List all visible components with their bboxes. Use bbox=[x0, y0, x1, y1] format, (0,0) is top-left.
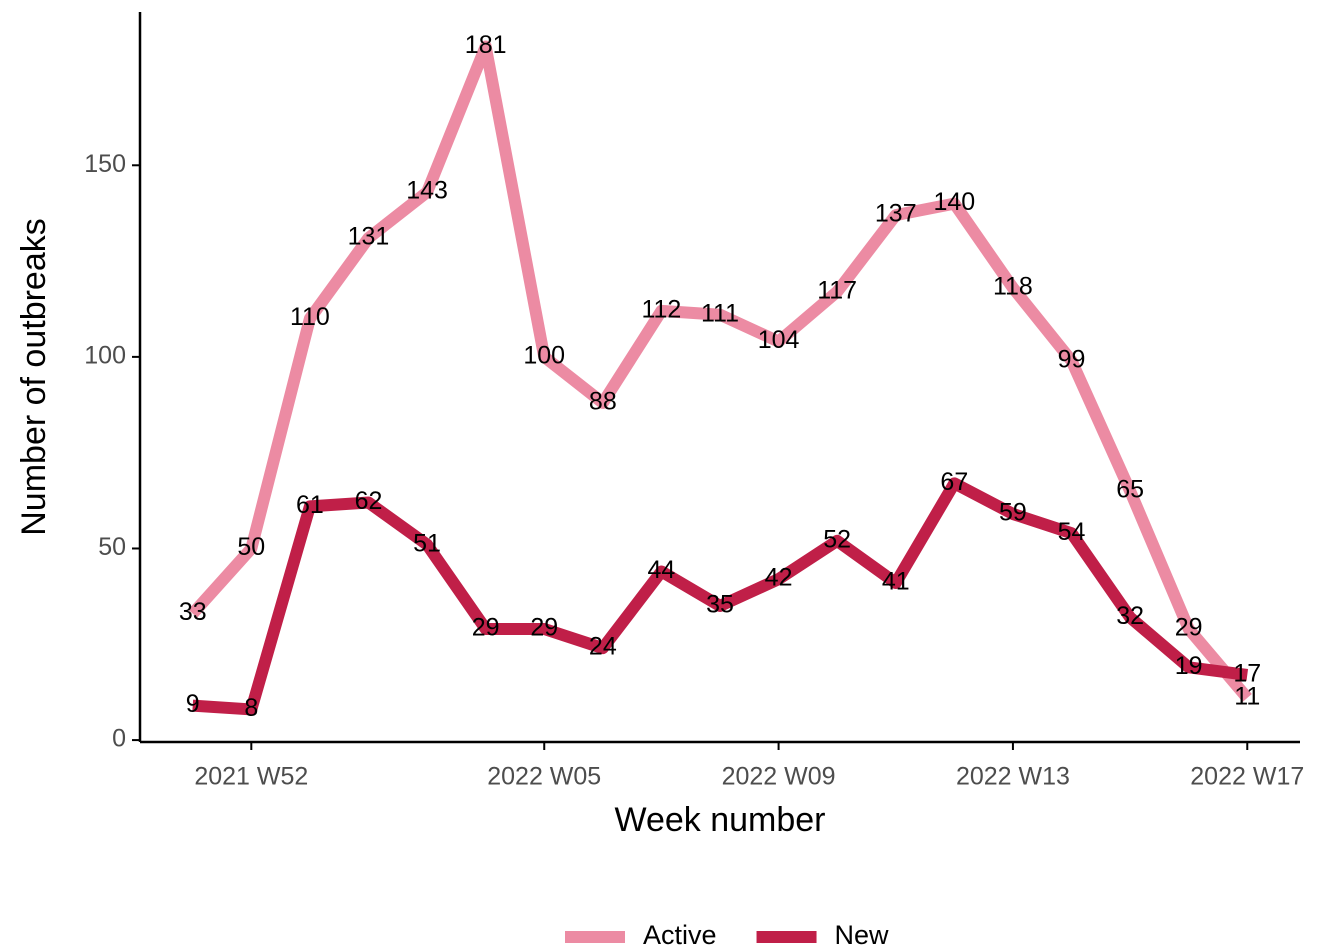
data-label: 110 bbox=[290, 303, 330, 331]
series-line bbox=[188, 40, 1252, 702]
y-tick-label: 50 bbox=[98, 533, 126, 561]
data-label: 131 bbox=[348, 223, 390, 251]
data-label: 99 bbox=[1058, 345, 1086, 373]
data-label: 33 bbox=[179, 598, 207, 626]
data-label: 54 bbox=[1058, 518, 1086, 546]
data-label: 42 bbox=[765, 564, 793, 592]
x-tick-label: 2022 W13 bbox=[956, 763, 1070, 791]
legend-label: New bbox=[835, 920, 890, 950]
x-axis-title: Week number bbox=[614, 801, 825, 839]
legend-label: Active bbox=[643, 920, 717, 950]
data-label: 32 bbox=[1116, 602, 1144, 630]
data-label: 65 bbox=[1116, 476, 1144, 504]
data-label: 44 bbox=[648, 556, 676, 584]
data-label: 17 bbox=[1233, 660, 1261, 688]
data-label: 117 bbox=[817, 276, 857, 304]
y-tick-label: 150 bbox=[84, 150, 126, 178]
data-label: 137 bbox=[875, 200, 917, 228]
x-tick-label: 2022 W09 bbox=[722, 763, 836, 791]
data-label: 61 bbox=[296, 491, 324, 519]
x-tick-label: 2021 W52 bbox=[194, 763, 308, 791]
legend-key bbox=[565, 931, 625, 943]
data-label: 19 bbox=[1175, 652, 1203, 680]
data-label: 67 bbox=[940, 468, 968, 496]
data-label: 11 bbox=[1234, 683, 1260, 711]
data-label: 29 bbox=[472, 614, 500, 642]
data-label: 140 bbox=[933, 188, 975, 216]
y-tick-label: 0 bbox=[112, 725, 126, 753]
data-label: 88 bbox=[589, 387, 617, 415]
x-tick-label: 2022 W17 bbox=[1190, 763, 1304, 791]
data-label: 59 bbox=[999, 499, 1027, 527]
data-label: 62 bbox=[355, 487, 383, 515]
series-line bbox=[192, 477, 1249, 716]
data-label: 118 bbox=[993, 273, 1033, 301]
data-label: 9 bbox=[186, 690, 200, 718]
data-label: 143 bbox=[406, 177, 448, 205]
y-tick-label: 100 bbox=[84, 341, 126, 369]
data-label: 181 bbox=[465, 31, 507, 59]
x-tick-label: 2022 W05 bbox=[487, 763, 601, 791]
data-label: 100 bbox=[523, 341, 565, 369]
data-label: 35 bbox=[706, 591, 734, 619]
data-label: 50 bbox=[237, 533, 265, 561]
data-label: 24 bbox=[589, 633, 617, 661]
data-label: 111 bbox=[701, 299, 739, 327]
data-label: 29 bbox=[530, 614, 558, 642]
data-label: 51 bbox=[413, 529, 441, 557]
data-label: 41 bbox=[882, 568, 910, 596]
legend-key bbox=[756, 931, 817, 943]
data-label: 52 bbox=[823, 525, 851, 553]
y-axis-title: Number of outbreaks bbox=[15, 218, 53, 536]
data-label: 8 bbox=[244, 694, 258, 722]
data-label: 104 bbox=[758, 326, 800, 354]
data-label: 29 bbox=[1175, 614, 1203, 642]
data-label: 112 bbox=[641, 296, 681, 324]
